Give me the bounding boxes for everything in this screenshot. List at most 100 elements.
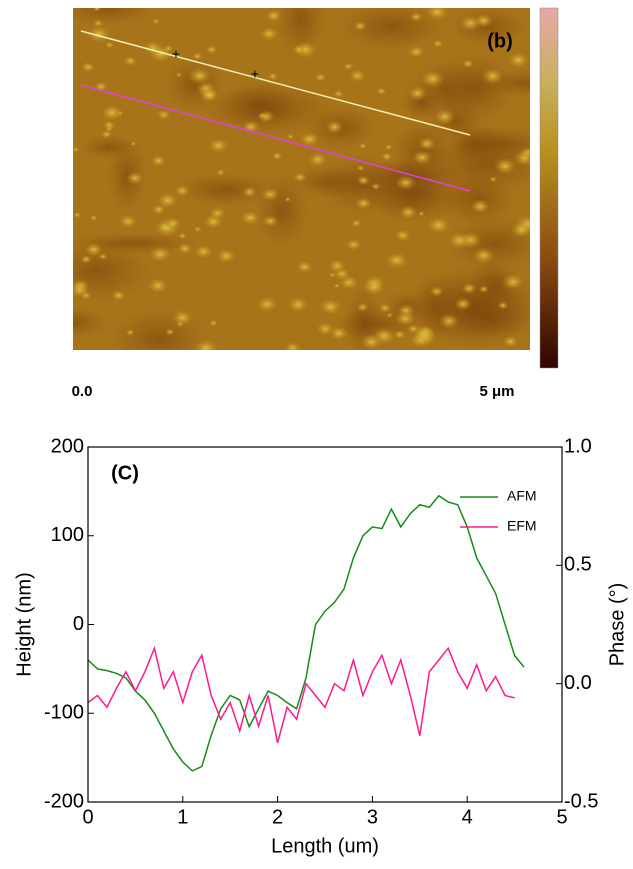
- grain: [208, 138, 229, 154]
- scale-label: 0.0: [72, 383, 93, 400]
- grain: [407, 85, 428, 101]
- texture: [440, 170, 516, 228]
- grain: [292, 44, 306, 55]
- grain: [472, 247, 495, 264]
- grain: [412, 325, 436, 343]
- grain: [328, 259, 346, 273]
- grain: [198, 87, 219, 103]
- grain: [356, 302, 369, 312]
- data-line: [87, 645, 515, 743]
- scale-label: 5 μm: [479, 383, 514, 400]
- grain: [439, 313, 460, 329]
- grain: [386, 312, 393, 318]
- x-tick-label: 3: [367, 806, 378, 828]
- grain: [81, 61, 96, 73]
- grain: [343, 62, 354, 70]
- grain: [163, 45, 173, 52]
- grain: [434, 108, 456, 125]
- grain: [394, 229, 411, 242]
- grain: [241, 210, 260, 225]
- y-axis-label: Height (nm): [13, 572, 35, 676]
- grain: [339, 275, 359, 290]
- y-tick-label: 100: [51, 524, 84, 546]
- grain: [493, 157, 517, 175]
- grain: [203, 214, 224, 229]
- grain: [172, 309, 193, 326]
- grain: [89, 214, 98, 221]
- grain: [346, 238, 362, 251]
- grain: [316, 322, 334, 336]
- y2-tick-label: 0.0: [564, 672, 592, 694]
- grain: [73, 282, 90, 298]
- legend-label: EFM: [507, 518, 537, 534]
- grain: [385, 144, 393, 150]
- grain: [151, 155, 166, 167]
- grain: [461, 282, 477, 294]
- grain: [427, 216, 450, 234]
- grain: [508, 52, 529, 68]
- cursor-marker: +: [251, 66, 259, 82]
- grain: [175, 72, 183, 78]
- grain: [216, 248, 236, 264]
- grain: [461, 59, 474, 69]
- grain: [421, 70, 445, 88]
- grain: [287, 296, 309, 313]
- grain: [206, 45, 218, 54]
- grain: [265, 9, 282, 22]
- grain: [178, 232, 187, 239]
- grain: [80, 254, 92, 264]
- image-label: (b): [487, 30, 513, 52]
- grain: [319, 298, 342, 315]
- grain: [73, 212, 82, 218]
- grain: [130, 141, 137, 147]
- grain: [271, 152, 283, 160]
- grain: [478, 285, 489, 293]
- grain: [187, 67, 212, 85]
- grain: [502, 273, 524, 290]
- grain: [156, 109, 171, 120]
- chart-title: (C): [111, 462, 139, 484]
- grain: [407, 45, 425, 59]
- grain: [260, 27, 279, 41]
- grain: [242, 186, 257, 198]
- grain: [101, 104, 123, 121]
- y2-axis-label: Phase (°): [606, 583, 628, 667]
- grain: [262, 215, 279, 227]
- grain: [425, 8, 449, 21]
- grain: [379, 303, 392, 313]
- grain: [152, 18, 160, 24]
- grain: [385, 252, 408, 269]
- grain: [371, 183, 381, 190]
- grain: [84, 242, 103, 257]
- grain: [454, 297, 472, 311]
- texture: [73, 306, 108, 340]
- grain: [111, 290, 126, 301]
- grain: [417, 211, 425, 216]
- legend-label: AFM: [507, 488, 537, 504]
- grain: [147, 278, 168, 294]
- grain: [497, 301, 509, 310]
- grain: [261, 187, 279, 201]
- grain: [125, 329, 135, 336]
- grain: [417, 136, 436, 151]
- afm-image: [73, 8, 530, 350]
- grain: [257, 110, 275, 123]
- grain: [393, 330, 406, 340]
- y-tick-label: 200: [51, 435, 84, 457]
- texture: [255, 173, 309, 249]
- grain: [164, 217, 181, 230]
- profile-line: [80, 30, 471, 136]
- grain: [149, 246, 171, 263]
- grain: [510, 221, 530, 238]
- colorbar: [539, 7, 559, 369]
- grain: [118, 214, 138, 229]
- grain: [268, 72, 278, 80]
- y-tick-label: -100: [44, 702, 84, 724]
- grain: [333, 283, 341, 289]
- grain: [489, 176, 498, 183]
- grain: [429, 286, 444, 297]
- grain: [308, 152, 328, 167]
- grain: [126, 171, 144, 185]
- profile-line: [80, 84, 471, 192]
- texture: [343, 286, 386, 350]
